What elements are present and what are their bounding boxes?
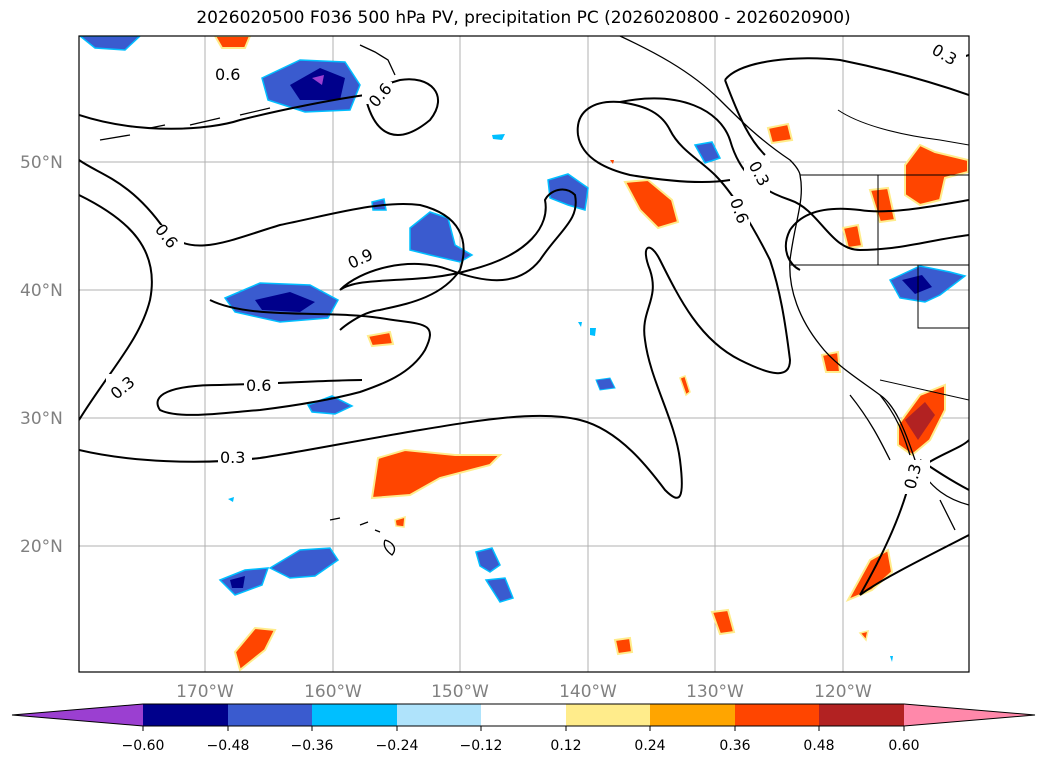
contour-label: 0.3 [220,448,245,467]
blob-darkblue [290,68,345,100]
colorbar-tick-label: −0.60 [122,738,165,754]
colorbar-segment [397,704,481,726]
colorbar-segment [650,704,735,726]
contour-label: 0.6 [215,65,240,84]
contour-line [79,94,366,130]
colorbar-segment [481,704,566,726]
map-area: 0.6 0.6 0.6 0.9 0.6 0.3 0.3 0.3 0.6 0.3 … [79,36,969,672]
colorbar-segment [819,704,904,726]
positive-pc-areas [213,36,969,672]
political-borders [790,109,969,401]
lon-label: 130°W [686,682,744,702]
lat-label: 20°N [20,537,63,557]
colorbar-tick-label: 0.60 [888,738,919,754]
colorbar-segment [735,704,819,726]
colorbar-tick-label: −0.12 [460,738,503,754]
colorbar-right-extension [904,704,1035,726]
map-title: 2026020500 F036 500 hPa PV, precipitatio… [196,8,851,28]
lat-label: 30°N [20,409,63,429]
colorbar-ticks [142,726,905,731]
colorbar-tick-label: −0.48 [207,738,250,754]
lon-label: 120°W [814,682,872,702]
lon-label: 160°W [304,682,362,702]
lat-label: 40°N [20,281,63,301]
lat-label: 50°N [20,153,63,173]
colorbar-tick-label: 0.24 [634,738,665,754]
colorbar-tick-label: 0.12 [550,738,581,754]
contour-labels: 0.6 0.6 0.6 0.9 0.6 0.3 0.3 0.3 0.6 0.3 … [106,40,966,494]
colorbar-segment [312,704,397,726]
colorbar-tick-label: 0.36 [719,738,750,754]
pv-contours [79,54,969,596]
gridlines [79,36,969,672]
blob-orange [370,448,503,500]
colorbar-tick-label: −0.36 [291,738,334,754]
colorbar-segment [143,704,228,726]
negative-pc-areas [79,36,967,662]
lon-label: 140°W [559,682,617,702]
map-frame [78,35,970,673]
contour-label: 0.6 [246,376,271,395]
colorbar: −0.60 −0.48 −0.36 −0.24 −0.12 0.12 0.24 … [11,703,1036,754]
colorbar-tick-label: 0.48 [803,738,834,754]
colorbar-segment [566,704,650,726]
colorbar-tick-label: −0.24 [376,738,419,754]
lon-label: 170°W [176,682,234,702]
lon-label: 150°W [431,682,489,702]
longitude-labels: 170°W 160°W 150°W 140°W 130°W 120°W [176,682,872,702]
colorbar-left-extension [12,704,143,726]
colorbar-segment [228,704,312,726]
latitude-labels: 50°N 40°N 30°N 20°N [20,153,63,557]
